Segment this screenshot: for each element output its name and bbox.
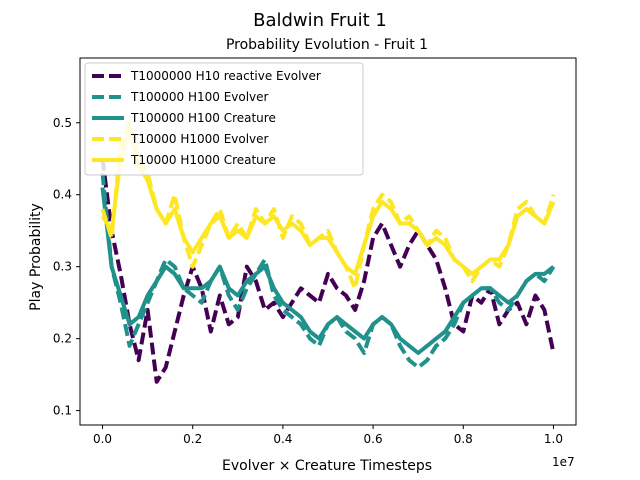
y-tick-label: 0.3	[53, 260, 72, 274]
legend-label-4: T10000 H1000 Evolver	[130, 132, 269, 146]
y-tick-label: 0.1	[53, 404, 72, 418]
y-tick-label: 0.4	[53, 188, 72, 202]
chart-title: Probability Evolution - Fruit 1	[226, 37, 428, 53]
legend-label-5: T10000 H1000 Creature	[130, 153, 276, 167]
y-axis-ticks: 0.1 0.2 0.3 0.4 0.5	[53, 116, 80, 418]
legend-label-1: T1000000 H10 reactive Evolver	[130, 69, 321, 83]
x-tick-label: 0.8	[454, 432, 473, 446]
x-offset-label: 1e7	[552, 455, 575, 469]
x-tick-label: 0.2	[183, 432, 202, 446]
legend-box	[84, 62, 364, 176]
y-tick-label: 0.2	[53, 332, 72, 346]
series-line-1	[100, 158, 556, 384]
series-line-5	[100, 128, 556, 276]
legend-label-3: T100000 H100 Creature	[130, 111, 276, 125]
x-tick-label: 1.0	[544, 432, 563, 446]
series-layer	[100, 120, 556, 384]
series-line-4	[100, 120, 556, 291]
x-tick-label: 0.4	[273, 432, 292, 446]
legend-label-2: T100000 H100 Evolver	[130, 90, 269, 104]
legend: T1000000 H10 reactive Evolver T100000 H10…	[84, 62, 364, 176]
y-tick-label: 0.5	[53, 116, 72, 130]
x-axis-ticks: 0.0 0.2 0.4 0.6 0.8 1.0	[93, 425, 563, 446]
x-tick-label: 0.0	[93, 432, 112, 446]
x-tick-label: 0.6	[364, 432, 383, 446]
series-line-3	[100, 187, 555, 355]
plot-frame	[79, 57, 577, 426]
x-axis-label: Evolver × Creature Timesteps	[222, 458, 432, 474]
chart-suptitle: Baldwin Fruit 1	[253, 10, 387, 31]
y-axis-label: Play Probability	[28, 203, 44, 311]
